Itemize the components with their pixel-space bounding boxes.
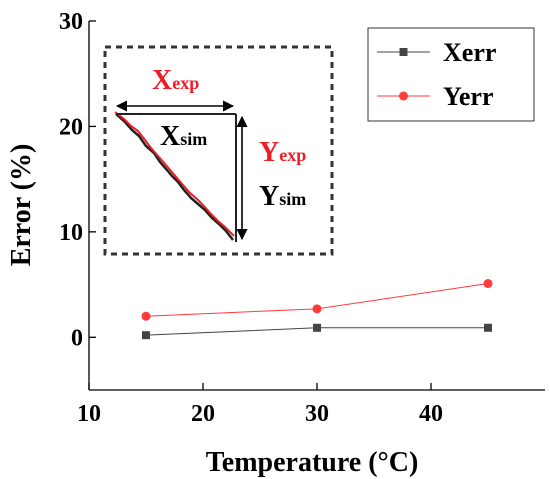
- data-point-yerr: [312, 304, 322, 314]
- legend: Xerr Yerr: [367, 27, 535, 122]
- y-axis-title: Error (%): [6, 144, 37, 267]
- x-tick-label: 40: [419, 401, 443, 427]
- y-tick-label: 0: [71, 325, 83, 351]
- ticks: 10 20 30 40 0 10 20 30: [59, 9, 443, 427]
- x-sim-main: X: [160, 121, 180, 152]
- x-exp-sub: exp: [172, 73, 199, 93]
- data-point-xerr: [142, 331, 150, 340]
- inset-exp-curve: [114, 111, 235, 237]
- y-tick-label: 10: [59, 220, 83, 246]
- data-point-xerr: [313, 323, 321, 332]
- x-sim-label: Xsim: [160, 121, 207, 152]
- y-exp-main: Y: [259, 137, 279, 168]
- y-tick-label: 20: [59, 114, 83, 140]
- x-sim-sub: sim: [180, 129, 207, 149]
- legend-frame: [367, 27, 535, 122]
- inset-frame: [103, 45, 334, 256]
- data-point-xerr: [484, 323, 492, 332]
- y-exp-sub: exp: [279, 145, 306, 165]
- data-point-yerr: [141, 311, 151, 321]
- y-sim-label: Ysim: [259, 181, 306, 212]
- x-exp-main: X: [152, 65, 172, 96]
- legend-label-xerr: Xerr: [443, 38, 496, 67]
- y-sim-main: Y: [259, 181, 279, 212]
- y-exp-label: Yexp: [259, 137, 306, 168]
- inset-diagram: Xexp Xsim Yexp Ysim: [103, 45, 334, 256]
- x-exp-label: Xexp: [152, 65, 199, 96]
- legend-label-yerr: Yerr: [443, 82, 494, 111]
- data-point-yerr: [483, 279, 493, 289]
- inset-sim-curve: [115, 113, 234, 241]
- x-tick-label: 10: [77, 401, 101, 427]
- y-sim-sub: sim: [279, 189, 306, 209]
- legend-marker-yerr: [399, 91, 408, 101]
- legend-marker-xerr: [399, 48, 408, 56]
- x-tick-label: 30: [305, 401, 329, 427]
- x-tick-label: 20: [191, 401, 215, 427]
- y-tick-label: 30: [59, 9, 83, 35]
- series-group: [141, 279, 493, 340]
- x-axis-title: Temperature (°C): [206, 447, 419, 478]
